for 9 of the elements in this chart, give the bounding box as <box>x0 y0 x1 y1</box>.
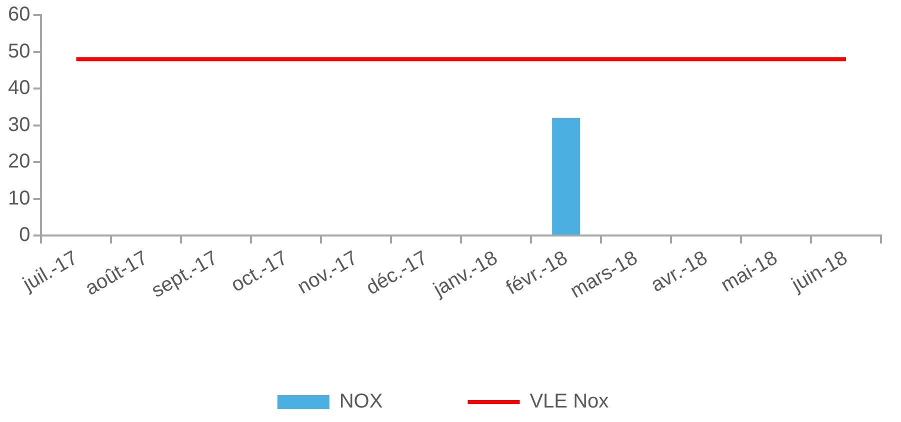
y-tick-label: 30 <box>8 114 30 136</box>
y-tick-label: 60 <box>8 4 30 26</box>
y-tick-label: 20 <box>8 150 30 173</box>
y-tick-label: 10 <box>8 187 30 210</box>
y-tick-label: 40 <box>8 77 30 100</box>
y-tick-label: 0 <box>19 224 30 246</box>
legend-label: NOX <box>339 390 383 413</box>
legend-label: VLE Nox <box>530 390 609 413</box>
y-tick-label: 50 <box>8 40 30 62</box>
